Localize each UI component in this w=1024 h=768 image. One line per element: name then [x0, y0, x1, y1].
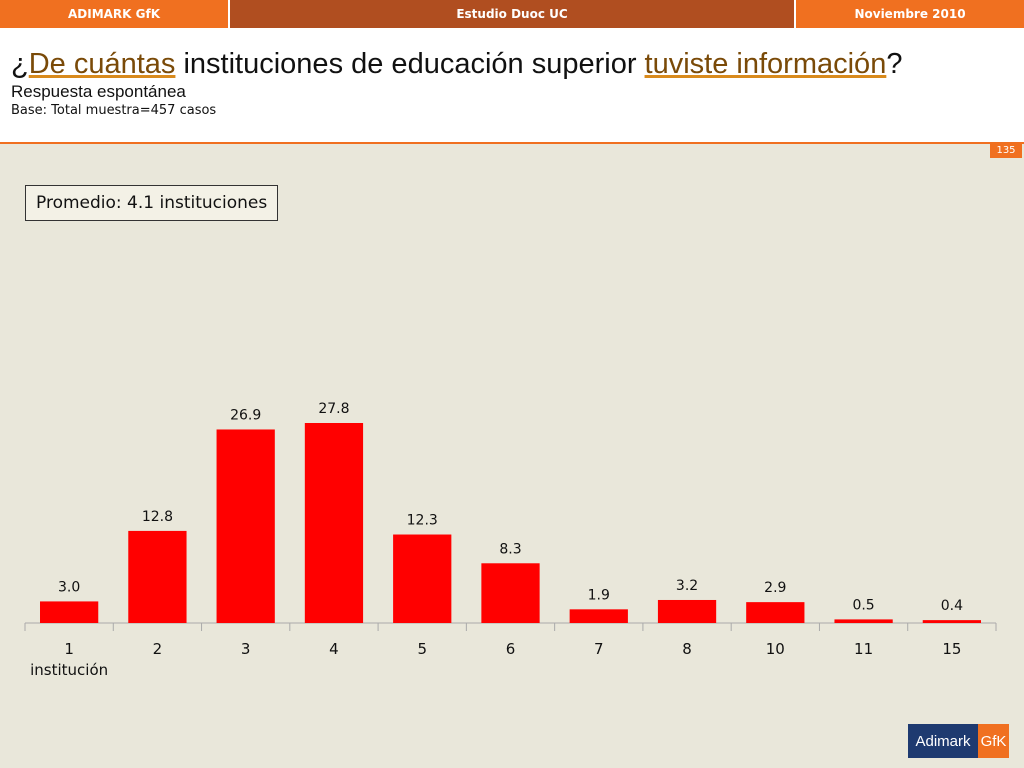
data-label: 26.9 [230, 407, 261, 423]
logo-adimark: Adimark [908, 724, 978, 758]
data-label: 0.5 [852, 597, 874, 613]
data-label: 1.9 [588, 587, 610, 603]
logo-gfk: GfK [978, 724, 1009, 758]
bar [304, 423, 364, 623]
x-tick-label: 15 [942, 640, 961, 658]
data-label: 2.9 [764, 580, 786, 596]
bar [746, 602, 805, 623]
data-label: 27.8 [318, 401, 349, 417]
header-company: ADIMARK GfK [0, 0, 228, 28]
top-bar: ADIMARK GfK Estudio Duoc UC Noviembre 20… [0, 0, 1024, 28]
header-study: Estudio Duoc UC [230, 0, 794, 28]
bar [393, 534, 452, 623]
bar [657, 599, 717, 623]
x-tick-label: 11 [854, 640, 873, 658]
data-label: 3.2 [676, 578, 698, 594]
page-title: ¿De cuántas instituciones de educación s… [11, 48, 902, 81]
subtitle: Respuesta espontánea [11, 82, 186, 101]
x-tick-label: 1 institución [30, 640, 108, 679]
title-part-3: ? [886, 48, 903, 80]
slide-header: ¿De cuántas instituciones de educación s… [0, 28, 1024, 144]
title-part-2: instituciones de educación superior [175, 48, 645, 80]
x-tick-label: 2 [153, 640, 163, 658]
title-highlight-2: tuviste información [644, 48, 887, 80]
x-tick-label: 6 [506, 640, 516, 658]
x-tick-label: 8 [682, 640, 692, 658]
x-tick-label: 10 [766, 640, 785, 658]
average-box: Promedio: 4.1 instituciones [25, 185, 279, 221]
x-tick-label: 5 [417, 640, 427, 658]
bar [40, 601, 99, 623]
data-label: 12.3 [407, 513, 438, 529]
header-date: Noviembre 2010 [796, 0, 1024, 28]
bar [481, 563, 540, 623]
title-highlight-1: De cuántas [28, 48, 176, 80]
data-label: 0.4 [941, 598, 963, 614]
data-label: 8.3 [499, 541, 521, 557]
page-number: 135 [990, 143, 1022, 158]
bar [834, 619, 893, 623]
data-label: 3.0 [58, 579, 80, 595]
x-tick-label: 3 [241, 640, 251, 658]
adimark-gfk-logo: Adimark GfK [908, 724, 1009, 758]
sample-base: Base: Total muestra=457 casos [11, 103, 217, 118]
bar [216, 429, 275, 623]
bar [569, 609, 628, 623]
data-label: 12.8 [142, 509, 173, 525]
x-tick-label: 4 [329, 640, 339, 658]
bar [922, 620, 981, 623]
x-tick-label: 7 [594, 640, 604, 658]
bar [128, 530, 187, 623]
title-part-1: ¿ [11, 48, 29, 80]
